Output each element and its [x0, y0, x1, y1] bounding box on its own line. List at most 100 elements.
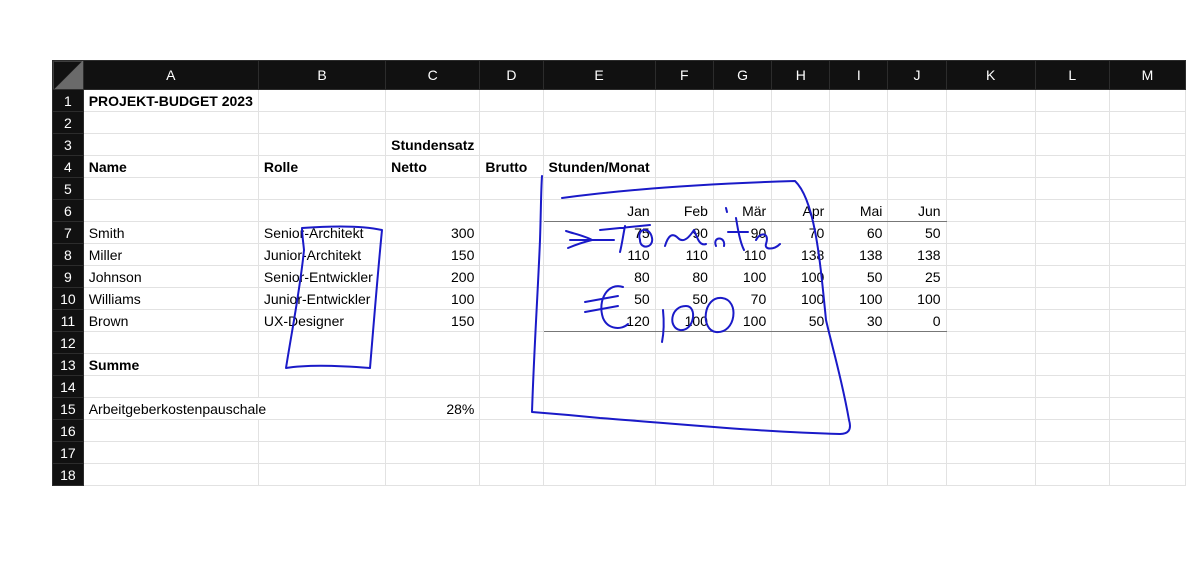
cell[interactable]	[1034, 243, 1110, 266]
row-header[interactable]: 9	[52, 265, 84, 288]
cell[interactable]	[945, 133, 1036, 156]
cell[interactable]	[887, 353, 947, 376]
cell-hours[interactable]: 25	[887, 265, 947, 288]
cell[interactable]	[945, 463, 1036, 486]
cell[interactable]	[542, 111, 656, 134]
cell-hours[interactable]: 100	[771, 265, 831, 288]
cell[interactable]	[1034, 89, 1110, 112]
cell-staff-brutto[interactable]	[479, 309, 544, 332]
cell-staff-brutto[interactable]	[479, 265, 544, 288]
cell[interactable]	[771, 89, 831, 112]
cell[interactable]	[945, 111, 1036, 134]
cell[interactable]	[1034, 155, 1110, 178]
cell[interactable]	[1108, 375, 1186, 398]
cell[interactable]	[82, 419, 259, 442]
cell[interactable]	[385, 375, 481, 398]
cell[interactable]	[1108, 89, 1186, 112]
cell[interactable]	[542, 419, 656, 442]
cell-hours[interactable]: 90	[712, 221, 773, 244]
cell-month-jun[interactable]: Jun	[887, 199, 947, 222]
row-header[interactable]: 10	[52, 287, 84, 310]
cell[interactable]	[82, 199, 259, 222]
cell[interactable]	[479, 89, 544, 112]
column-header-e[interactable]: E	[542, 60, 656, 90]
cell[interactable]	[1108, 155, 1186, 178]
row-header[interactable]: 17	[52, 441, 84, 464]
row-header[interactable]: 11	[52, 309, 84, 332]
row-header[interactable]: 4	[52, 155, 84, 178]
cell[interactable]	[829, 155, 889, 178]
row-header[interactable]: 8	[52, 243, 84, 266]
cell[interactable]	[712, 331, 773, 354]
cell-month-jan[interactable]: Jan	[542, 199, 656, 222]
cell[interactable]	[82, 133, 259, 156]
cell-hours[interactable]: 100	[654, 309, 714, 332]
cell-staff-brutto[interactable]	[479, 287, 544, 310]
cell[interactable]	[771, 419, 831, 442]
cell-staff-brutto[interactable]	[479, 243, 544, 266]
cell-hours[interactable]: 30	[829, 309, 889, 332]
cell[interactable]	[887, 155, 947, 178]
cell[interactable]	[829, 375, 889, 398]
cell[interactable]	[771, 397, 831, 420]
cell-hours[interactable]: 50	[887, 221, 947, 244]
column-header-h[interactable]: H	[771, 60, 831, 90]
cell[interactable]	[479, 375, 544, 398]
cell[interactable]	[654, 419, 714, 442]
cell[interactable]	[945, 419, 1036, 442]
cell[interactable]	[712, 111, 773, 134]
cell[interactable]	[829, 133, 889, 156]
column-header-l[interactable]: L	[1034, 60, 1110, 90]
cell[interactable]	[1108, 419, 1186, 442]
cell[interactable]	[385, 441, 481, 464]
cell[interactable]	[887, 441, 947, 464]
cell[interactable]	[654, 441, 714, 464]
row-header[interactable]: 3	[52, 133, 84, 156]
cell-month-maer[interactable]: Mär	[712, 199, 773, 222]
cell-hours[interactable]: 50	[829, 265, 889, 288]
column-header-a[interactable]: A	[82, 60, 259, 90]
cell[interactable]	[654, 463, 714, 486]
cell-hours[interactable]: 110	[712, 243, 773, 266]
cell[interactable]	[257, 89, 387, 112]
cell[interactable]	[712, 155, 773, 178]
cell[interactable]	[829, 419, 889, 442]
cell[interactable]	[479, 199, 544, 222]
cell-hours[interactable]: 70	[771, 221, 831, 244]
cell[interactable]	[82, 331, 259, 354]
cell[interactable]	[887, 133, 947, 156]
cell[interactable]	[82, 375, 259, 398]
cell[interactable]	[945, 309, 1036, 332]
cell[interactable]	[1108, 177, 1186, 200]
cell[interactable]	[542, 441, 656, 464]
cell[interactable]	[829, 441, 889, 464]
cell[interactable]	[887, 89, 947, 112]
cell-hours[interactable]: 50	[771, 309, 831, 332]
cell-rolle-header[interactable]: Rolle	[257, 155, 387, 178]
cell-hours[interactable]: 100	[829, 287, 889, 310]
cell[interactable]	[1108, 221, 1186, 244]
cell-hours[interactable]: 100	[712, 309, 773, 332]
cell-staff-name[interactable]: Brown	[82, 309, 259, 332]
cell[interactable]	[1108, 265, 1186, 288]
cell[interactable]	[945, 397, 1036, 420]
cell[interactable]	[1108, 441, 1186, 464]
cell[interactable]	[479, 133, 544, 156]
cell[interactable]	[1034, 177, 1110, 200]
cell-staff-name[interactable]: Miller	[82, 243, 259, 266]
cell[interactable]	[771, 375, 831, 398]
cell[interactable]	[654, 397, 714, 420]
cell-staff-role[interactable]: Junior-Architekt	[257, 243, 387, 266]
cell[interactable]	[82, 177, 259, 200]
cell[interactable]	[829, 397, 889, 420]
cell[interactable]	[887, 463, 947, 486]
cell-hours[interactable]: 138	[887, 243, 947, 266]
cell[interactable]	[654, 133, 714, 156]
cell-staff-name[interactable]: Johnson	[82, 265, 259, 288]
cell-hours[interactable]: 50	[654, 287, 714, 310]
cell[interactable]	[945, 199, 1036, 222]
cell[interactable]	[771, 463, 831, 486]
cell-staff-name[interactable]: Williams	[82, 287, 259, 310]
cell[interactable]	[385, 199, 481, 222]
cell[interactable]	[887, 111, 947, 134]
